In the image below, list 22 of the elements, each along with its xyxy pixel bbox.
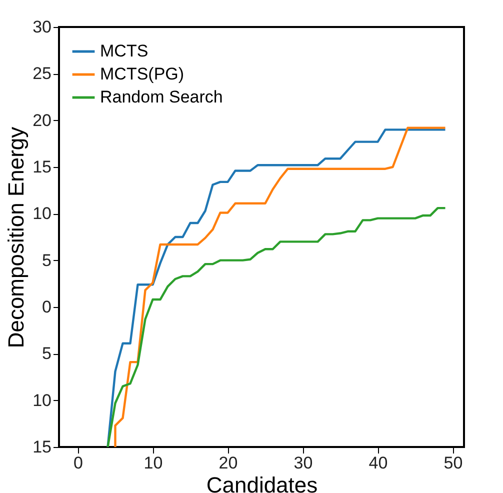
y-tick-label: 20 bbox=[32, 110, 52, 130]
y-tick-label: 25 bbox=[32, 64, 52, 84]
x-tick-label: 0 bbox=[74, 454, 83, 472]
x-tick-label: 20 bbox=[218, 454, 238, 472]
x-tick-label: 50 bbox=[444, 454, 463, 472]
y-tick-label: 0 bbox=[42, 298, 52, 316]
y-axis-title: Decomposition Energy bbox=[4, 126, 29, 348]
y-tick-label: 5 bbox=[42, 250, 52, 270]
x-tick-label: 40 bbox=[368, 454, 388, 472]
x-axis-title: Candidates bbox=[206, 472, 318, 493]
line-series bbox=[106, 206, 446, 447]
y-tick-label: 15 bbox=[32, 438, 52, 456]
y-tick-label: 5 bbox=[42, 344, 52, 364]
legend-label: MCTS(PG) bbox=[100, 64, 184, 84]
legend-label: Random Search bbox=[100, 88, 223, 106]
y-tick-label: 10 bbox=[32, 204, 52, 224]
y-tick-label: 10 bbox=[32, 390, 52, 410]
y-tick-label: 15 bbox=[32, 158, 52, 176]
x-tick-label: 30 bbox=[294, 454, 313, 472]
x-tick-label: 10 bbox=[144, 454, 163, 472]
y-tick-label: 30 bbox=[32, 18, 52, 36]
legend-label: MCTS bbox=[100, 42, 148, 60]
